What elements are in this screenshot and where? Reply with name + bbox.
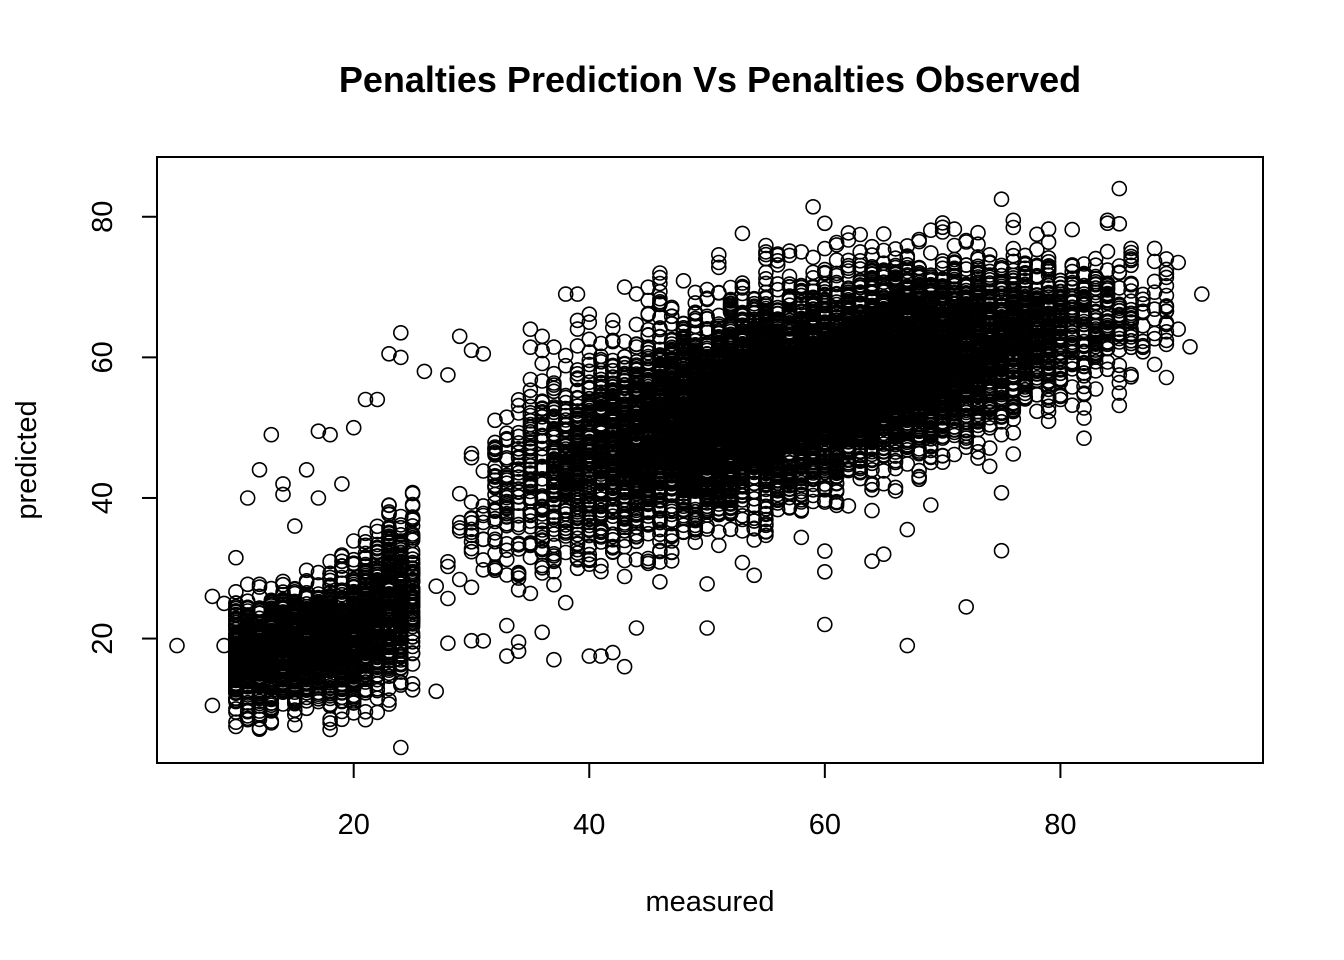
scatter-point <box>451 571 468 588</box>
scatter-point <box>1111 342 1128 358</box>
scatter-point <box>734 523 751 539</box>
scatter-point <box>228 718 244 735</box>
chart-title: Penalties Prediction Vs Penalties Observ… <box>339 59 1081 100</box>
scatter-points <box>169 180 1210 756</box>
scatter-point <box>710 537 727 554</box>
scatter-point <box>463 632 480 649</box>
scatter-point <box>381 692 397 708</box>
scatter-point <box>239 576 256 593</box>
scatter-point <box>993 484 1010 501</box>
scatter-point <box>369 682 386 699</box>
scatter-point <box>887 241 904 257</box>
scatter-point <box>404 518 421 534</box>
scatter-point <box>463 579 480 596</box>
scatter-point <box>463 445 480 462</box>
scatter-point <box>993 426 1010 443</box>
scatter-point <box>510 581 527 598</box>
scatter-point <box>970 224 986 241</box>
scatter-point <box>1135 286 1151 303</box>
scatter-point <box>1005 446 1022 462</box>
scatter-point <box>616 568 633 585</box>
scatter-point <box>758 498 774 515</box>
scatter-point <box>1111 397 1128 414</box>
scatter-point <box>1040 234 1057 250</box>
scatter-point <box>710 247 727 263</box>
scatter-point <box>557 594 574 611</box>
scatter-point <box>546 339 562 355</box>
scatter-point <box>864 477 880 493</box>
scatter-point <box>381 497 397 514</box>
scatter-point <box>1158 323 1175 340</box>
scatter-point <box>934 215 951 231</box>
scatter-point <box>1158 369 1175 386</box>
scatter-point <box>357 533 374 550</box>
scatter-point <box>475 552 492 568</box>
scatter-point <box>911 462 927 479</box>
scatter-point <box>451 514 468 531</box>
scatter-point <box>522 382 539 399</box>
scatter-point <box>475 633 492 649</box>
scatter-point <box>569 321 586 337</box>
scatter-point <box>852 470 869 487</box>
scatter-point <box>652 554 668 570</box>
scatter-point <box>1158 287 1175 304</box>
scatter-point <box>1123 244 1139 261</box>
scatter-point <box>816 543 833 559</box>
scatter-point <box>522 371 539 388</box>
scatter-point <box>440 558 456 575</box>
scatter-point <box>816 215 833 232</box>
scatter-point <box>522 339 539 356</box>
scatter-point <box>1064 221 1080 238</box>
scatter-point <box>934 253 951 269</box>
scatter-point <box>628 286 645 302</box>
scatter-point <box>463 494 480 510</box>
scatter-point <box>487 434 503 451</box>
scatter-point <box>640 321 657 338</box>
scatter-point <box>734 554 751 571</box>
scatter-point <box>652 573 668 590</box>
scatter-point <box>569 312 586 329</box>
scatter-point <box>710 259 727 276</box>
scatter-point <box>322 721 338 738</box>
scatter-point <box>922 454 939 471</box>
scatter-point <box>840 225 857 241</box>
